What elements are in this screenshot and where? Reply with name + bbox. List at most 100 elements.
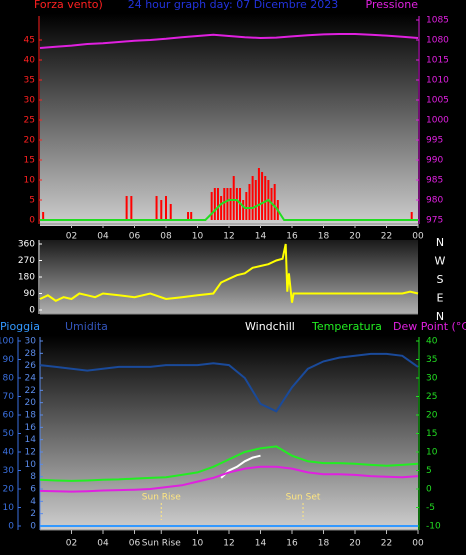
- x-tick-label: Sun Rise: [142, 539, 181, 549]
- y2-tick-label: 1005: [426, 96, 449, 106]
- x-tick-label: 08: [160, 232, 172, 242]
- y3-tick-label: 16: [25, 423, 37, 433]
- compass-label: E: [437, 292, 444, 305]
- y-tick-label: 20: [24, 136, 36, 146]
- x-tick-label: 06: [129, 232, 141, 242]
- bar: [245, 192, 248, 220]
- bar: [210, 192, 213, 220]
- y3-tick-label: 0: [30, 522, 36, 532]
- bar: [160, 200, 163, 220]
- y-tick-label: 90: [3, 355, 15, 365]
- y-tick-label: 35: [24, 76, 35, 86]
- bar: [165, 196, 167, 220]
- y2-tick-label: 1085: [426, 16, 449, 26]
- y2-tick-label: 20: [426, 411, 438, 421]
- bar: [187, 212, 190, 220]
- y2-tick-label: 975: [426, 216, 443, 226]
- y2-tick-label: 1080: [426, 36, 449, 46]
- y-tick-label: 20: [3, 485, 15, 495]
- bar: [410, 212, 413, 220]
- y-tick-label: 80: [3, 374, 15, 384]
- bar: [220, 196, 223, 220]
- y-tick-label: 40: [3, 448, 15, 458]
- bar: [169, 204, 172, 220]
- legend-entry: Dew Point (°C): [393, 320, 466, 333]
- bar: [155, 196, 158, 220]
- bar: [264, 176, 267, 220]
- bar: [213, 188, 216, 220]
- y3-tick-label: 8: [30, 472, 36, 482]
- bar: [257, 168, 260, 220]
- y3-tick-label: 20: [25, 398, 37, 408]
- y-tick-label: 25: [24, 116, 35, 126]
- x-tick-label: 20: [349, 539, 361, 549]
- y-tick-label: 70: [3, 392, 15, 402]
- y3-tick-label: 12: [25, 448, 36, 458]
- y3-tick-label: 10: [25, 460, 37, 470]
- bar: [223, 188, 226, 220]
- legend-entry: Temperatura: [311, 320, 382, 333]
- legend-entry: Umidita: [65, 320, 108, 333]
- x-tick-label: 18: [318, 539, 330, 549]
- x-tick-label: 12: [223, 232, 234, 242]
- x-tick-label: 04: [97, 539, 109, 549]
- series-line: [39, 465, 419, 493]
- bar: [242, 200, 245, 220]
- legend-entry: Pioggia: [0, 320, 40, 333]
- y-tick-label: 270: [18, 256, 35, 266]
- bar: [273, 184, 276, 220]
- bar: [226, 188, 229, 220]
- bar: [254, 180, 257, 220]
- y3-tick-label: 26: [25, 361, 37, 371]
- y-tick-label: 0: [29, 306, 35, 316]
- x-tick-label: 12: [223, 539, 234, 549]
- y2-tick-label: 15: [426, 429, 437, 439]
- chart-title: 24 hour graph day: 07 Dicembre 2023: [128, 0, 339, 11]
- y2-tick-label: 1000: [426, 116, 449, 126]
- x-tick-label: 20: [349, 232, 361, 242]
- y2-tick-label: 35: [426, 355, 437, 365]
- x-tick-label: 06: [129, 539, 141, 549]
- y-tick-label: 0: [29, 216, 35, 226]
- y3-tick-label: 4: [30, 497, 36, 507]
- compass-label: N: [436, 310, 444, 323]
- y2-tick-label: 1010: [426, 76, 449, 86]
- bar: [216, 188, 219, 220]
- series-line: [39, 33, 419, 49]
- x-tick-label: 16: [286, 232, 298, 242]
- y3-tick-label: 22: [25, 386, 36, 396]
- compass-label: W: [435, 255, 446, 268]
- bar: [251, 176, 254, 220]
- x-tick-label: 10: [192, 539, 204, 549]
- plot-background: [40, 240, 418, 314]
- y2-tick-label: 0: [426, 485, 432, 495]
- y2-tick-label: 5: [426, 466, 432, 476]
- y-axis-title: Forza vento): [34, 0, 103, 11]
- compass-label: N: [436, 236, 444, 249]
- y2-tick-label: 10: [426, 448, 438, 458]
- x-tick-label: 18: [318, 232, 330, 242]
- y2-tick-label: 30: [426, 374, 438, 384]
- y-tick-label: 5: [29, 196, 35, 206]
- series-line: [39, 445, 419, 482]
- x-tick-label: 00: [412, 232, 424, 242]
- series-line: [40, 198, 418, 221]
- y-tick-label: 30: [24, 96, 36, 106]
- y2-tick-label: 985: [426, 176, 443, 186]
- y2-tick-label: -5: [426, 503, 435, 513]
- y3-tick-label: 6: [30, 485, 36, 495]
- y2-tick-label: 25: [426, 392, 437, 402]
- y-tick-label: 40: [24, 56, 36, 66]
- y-tick-label: 360: [18, 240, 35, 250]
- bar: [229, 188, 232, 220]
- x-tick-label: 10: [192, 232, 204, 242]
- bar: [248, 184, 251, 220]
- y-tick-label: 50: [3, 429, 15, 439]
- x-tick-label: 16: [286, 539, 298, 549]
- series-line: [39, 243, 419, 303]
- x-tick-label: 02: [66, 539, 77, 549]
- series-line: [220, 454, 261, 479]
- annotation: Sun Rise: [142, 493, 181, 503]
- plot-background: [40, 14, 418, 226]
